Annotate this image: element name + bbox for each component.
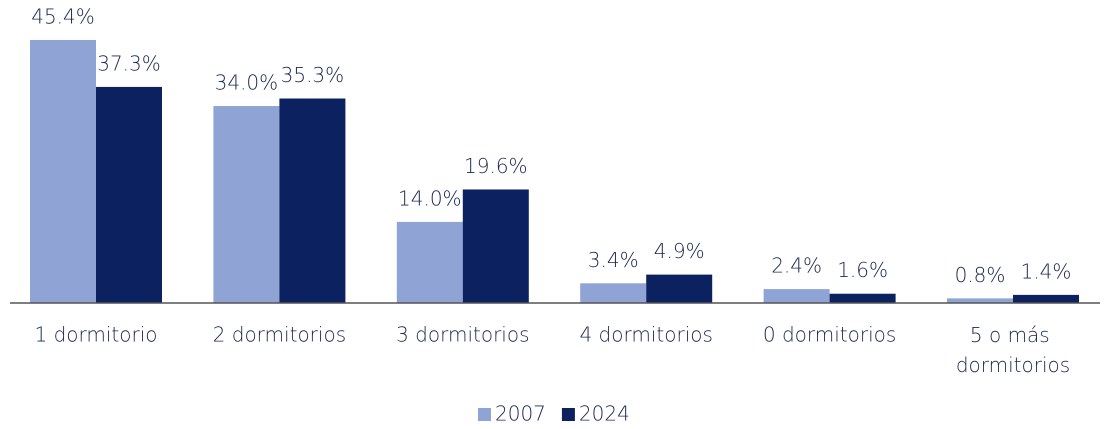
bar [829,293,896,303]
value-label: 1.6% [837,258,888,282]
bar [947,298,1013,303]
bar [646,274,713,303]
legend-label: 2007 [495,402,546,426]
x-tick-label: 4 dormitorios [579,323,712,347]
legend-swatch [561,408,575,421]
value-label: 45.4% [31,5,95,29]
value-label: 14.0% [398,186,462,210]
x-tick-label: 5 o más dormitorios [956,323,1070,377]
value-label: 3.4% [588,248,639,272]
legend-label: 2024 [579,402,630,426]
bar [30,40,96,303]
value-label: 34.0% [215,71,279,95]
bar [396,221,463,303]
value-label: 0.8% [955,263,1006,287]
value-label: 1.4% [1021,259,1072,283]
bar [213,106,280,304]
bar [462,189,529,303]
bar [279,98,346,303]
value-label: 35.3% [281,63,345,87]
x-tick-label: 1 dormitorio [34,323,157,347]
x-tick-label: 0 dormitorios [763,323,896,347]
bar [763,289,830,303]
value-label: 2.4% [771,254,822,278]
bar [96,86,162,303]
bar [580,283,647,303]
x-tick-label: 3 dormitorios [396,323,529,347]
bar [1013,294,1079,303]
value-label: 19.6% [464,154,528,178]
value-label: 4.9% [654,239,705,263]
value-label: 37.3% [97,51,161,75]
x-tick-label: 2 dormitorios [213,323,346,347]
legend-swatch [478,408,491,421]
